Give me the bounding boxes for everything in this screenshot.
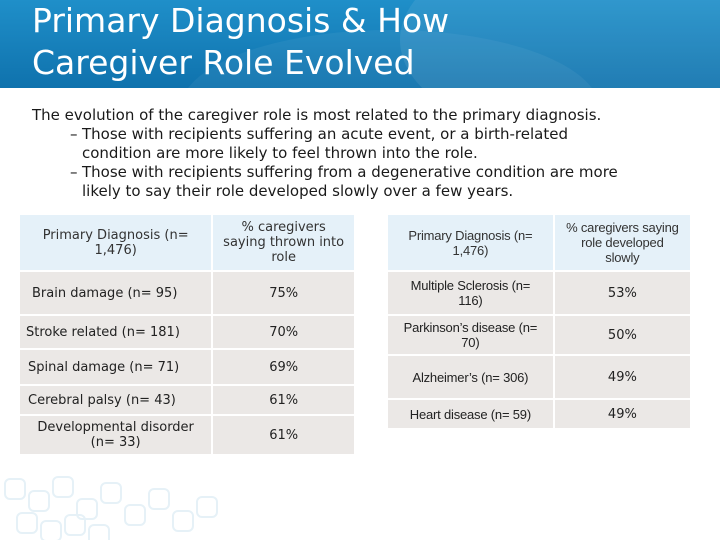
intro-lead: The evolution of the caregiver role is m… bbox=[32, 106, 602, 124]
table-row: Developmental disorder (n= 33) 61% bbox=[20, 415, 354, 455]
diagnosis-cell: Parkinson’s disease (n= 70) bbox=[388, 315, 554, 355]
column-header-diagnosis: Primary Diagnosis (n= 1,476) bbox=[388, 215, 554, 271]
thrown-into-role-table: Primary Diagnosis (n= 1,476) % caregiver… bbox=[20, 215, 354, 456]
column-header-percent: % caregivers saying thrown into role bbox=[211, 215, 354, 271]
bullet-line: likely to say their role developed slowl… bbox=[82, 182, 514, 200]
table-row: Heart disease (n= 59) 49% bbox=[388, 399, 690, 429]
diagnosis-cell: Developmental disorder (n= 33) bbox=[20, 415, 213, 455]
table-row: Multiple Sclerosis (n= 116) 53% bbox=[388, 271, 690, 315]
diagnosis-cell: Stroke related (n= 181) bbox=[20, 315, 213, 349]
intro-text: The evolution of the caregiver role is m… bbox=[32, 106, 712, 201]
diagnosis-cell: Multiple Sclerosis (n= 116) bbox=[388, 271, 554, 315]
bullet-line: condition are more likely to feel thrown… bbox=[82, 144, 478, 162]
title-banner: Primary Diagnosis & How Caregiver Role E… bbox=[0, 0, 720, 88]
table-header-row: Primary Diagnosis (n= 1,476) % caregiver… bbox=[388, 215, 690, 271]
slide-title: Primary Diagnosis & How Caregiver Role E… bbox=[32, 0, 692, 84]
bullet-dash: – bbox=[70, 163, 78, 181]
percent-cell: 61% bbox=[211, 415, 354, 455]
bullet-dash: – bbox=[70, 125, 78, 143]
slide-title-line-2: Caregiver Role Evolved bbox=[32, 43, 415, 82]
diagnosis-cell: Alzheimer’s (n= 306) bbox=[388, 355, 554, 399]
column-header-percent: % caregivers saying role developed slowl… bbox=[552, 215, 690, 271]
table-row: Brain damage (n= 95) 75% bbox=[20, 271, 354, 315]
banner-decoration bbox=[400, 0, 720, 88]
table-row: Spinal damage (n= 71) 69% bbox=[20, 349, 354, 385]
table-row: Parkinson’s disease (n= 70) 50% bbox=[388, 315, 690, 355]
percent-cell: 53% bbox=[552, 271, 690, 315]
table-row: Stroke related (n= 181) 70% bbox=[20, 315, 354, 349]
table-header-row: Primary Diagnosis (n= 1,476) % caregiver… bbox=[20, 215, 354, 271]
bullet-line: Those with recipients suffering an acute… bbox=[82, 125, 568, 143]
percent-cell: 75% bbox=[211, 271, 354, 315]
bullet-line: Those with recipients suffering from a d… bbox=[82, 163, 618, 181]
intro-bullet: – Those with recipients suffering an acu… bbox=[32, 125, 712, 144]
table-row: Alzheimer’s (n= 306) 49% bbox=[388, 355, 690, 399]
percent-cell: 69% bbox=[211, 349, 354, 385]
table-row: Cerebral palsy (n= 43) 61% bbox=[20, 385, 354, 415]
diagnosis-cell: Heart disease (n= 59) bbox=[388, 399, 554, 429]
intro-bullet: – Those with recipients suffering from a… bbox=[32, 163, 712, 182]
slide-title-line-1: Primary Diagnosis & How bbox=[32, 1, 450, 40]
percent-cell: 61% bbox=[211, 385, 354, 415]
diagnosis-cell: Cerebral palsy (n= 43) bbox=[20, 385, 213, 415]
developed-slowly-table: Primary Diagnosis (n= 1,476) % caregiver… bbox=[388, 215, 690, 430]
percent-cell: 50% bbox=[552, 315, 690, 355]
percent-cell: 70% bbox=[211, 315, 354, 349]
diagnosis-cell: Spinal damage (n= 71) bbox=[20, 349, 213, 385]
column-header-diagnosis: Primary Diagnosis (n= 1,476) bbox=[20, 215, 213, 271]
background-pattern bbox=[0, 468, 260, 540]
diagnosis-cell: Brain damage (n= 95) bbox=[20, 271, 213, 315]
percent-cell: 49% bbox=[552, 355, 690, 399]
percent-cell: 49% bbox=[552, 399, 690, 429]
